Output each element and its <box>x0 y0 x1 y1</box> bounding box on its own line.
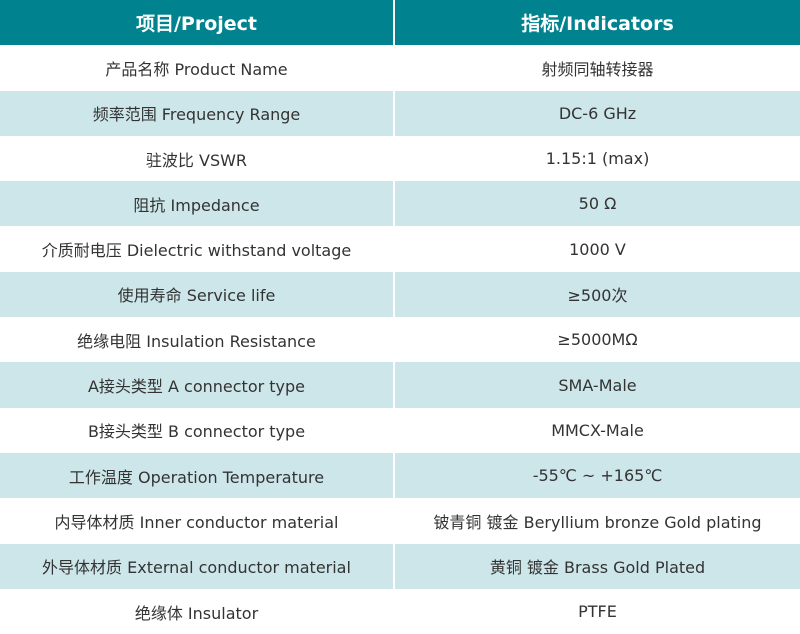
table-row: B接头类型 B connector type MMCX-Male <box>0 407 800 453</box>
table-row: 阻抗 Impedance 50 Ω <box>0 181 800 227</box>
table-row: A接头类型 A connector type SMA-Male <box>0 362 800 408</box>
cell-indicator: SMA-Male <box>394 362 800 408</box>
table-row: 产品名称 Product Name 射频同轴转接器 <box>0 45 800 91</box>
cell-project: 外导体材质 External conductor material <box>0 543 395 589</box>
cell-indicator: 黄铜 镀金 Brass Gold Plated <box>394 543 800 589</box>
table-row: 使用寿命 Service life ≥500次 <box>0 271 800 318</box>
cell-project: A接头类型 A connector type <box>0 362 395 408</box>
cell-indicator: ≥500次 <box>394 271 800 318</box>
table-header-row: 项目/Project 指标/Indicators <box>0 0 800 46</box>
cell-project: 介质耐电压 Dielectric withstand voltage <box>0 226 395 272</box>
table-row: 绝缘电阻 Insulation Resistance ≥5000MΩ <box>0 317 800 363</box>
table-row: 驻波比 VSWR 1.15:1 (max) <box>0 135 800 182</box>
cell-project: B接头类型 B connector type <box>0 407 395 453</box>
cell-indicator: MMCX-Male <box>551 420 644 440</box>
cell-indicator: 1000 V <box>569 239 626 259</box>
cell-project: 阻抗 Impedance <box>0 181 395 227</box>
cell-project: 绝缘电阻 Insulation Resistance <box>0 317 395 363</box>
cell-project: 内导体材质 Inner conductor material <box>0 498 395 544</box>
cell-indicator: -55℃ ~ +165℃ <box>394 452 800 499</box>
cell-indicator: 铍青铜 镀金 Beryllium bronze Gold plating <box>433 512 762 532</box>
cell-project: 使用寿命 Service life <box>0 271 395 318</box>
cell-indicator: ≥5000MΩ <box>557 330 638 350</box>
cell-indicator: 1.15:1 (max) <box>545 149 650 169</box>
table-row: 工作温度 Operation Temperature -55℃ ~ +165℃ <box>0 452 800 499</box>
cell-project: 工作温度 Operation Temperature <box>0 452 395 499</box>
cell-project: 驻波比 VSWR <box>0 135 395 182</box>
table-row: 绝缘体 Insulator PTFE <box>0 588 800 634</box>
table-row: 介质耐电压 Dielectric withstand voltage 1000 V <box>0 226 800 272</box>
header-project: 项目/Project <box>0 0 395 46</box>
cell-project: 绝缘体 Insulator <box>0 588 395 634</box>
table-row: 频率范围 Frequency Range DC-6 GHz <box>0 90 800 136</box>
cell-indicator: 50 Ω <box>394 181 800 227</box>
cell-indicator: DC-6 GHz <box>394 90 800 136</box>
table-row: 外导体材质 External conductor material 黄铜 镀金 B… <box>0 543 800 589</box>
table-row: 内导体材质 Inner conductor material 铍青铜 镀金 Ber… <box>0 498 800 544</box>
cell-indicator: PTFE <box>578 602 617 621</box>
cell-indicator: 射频同轴转接器 <box>541 59 654 79</box>
cell-project: 产品名称 Product Name <box>0 45 395 91</box>
header-indicators: 指标/Indicators <box>394 0 800 46</box>
cell-project: 频率范围 Frequency Range <box>0 90 395 136</box>
